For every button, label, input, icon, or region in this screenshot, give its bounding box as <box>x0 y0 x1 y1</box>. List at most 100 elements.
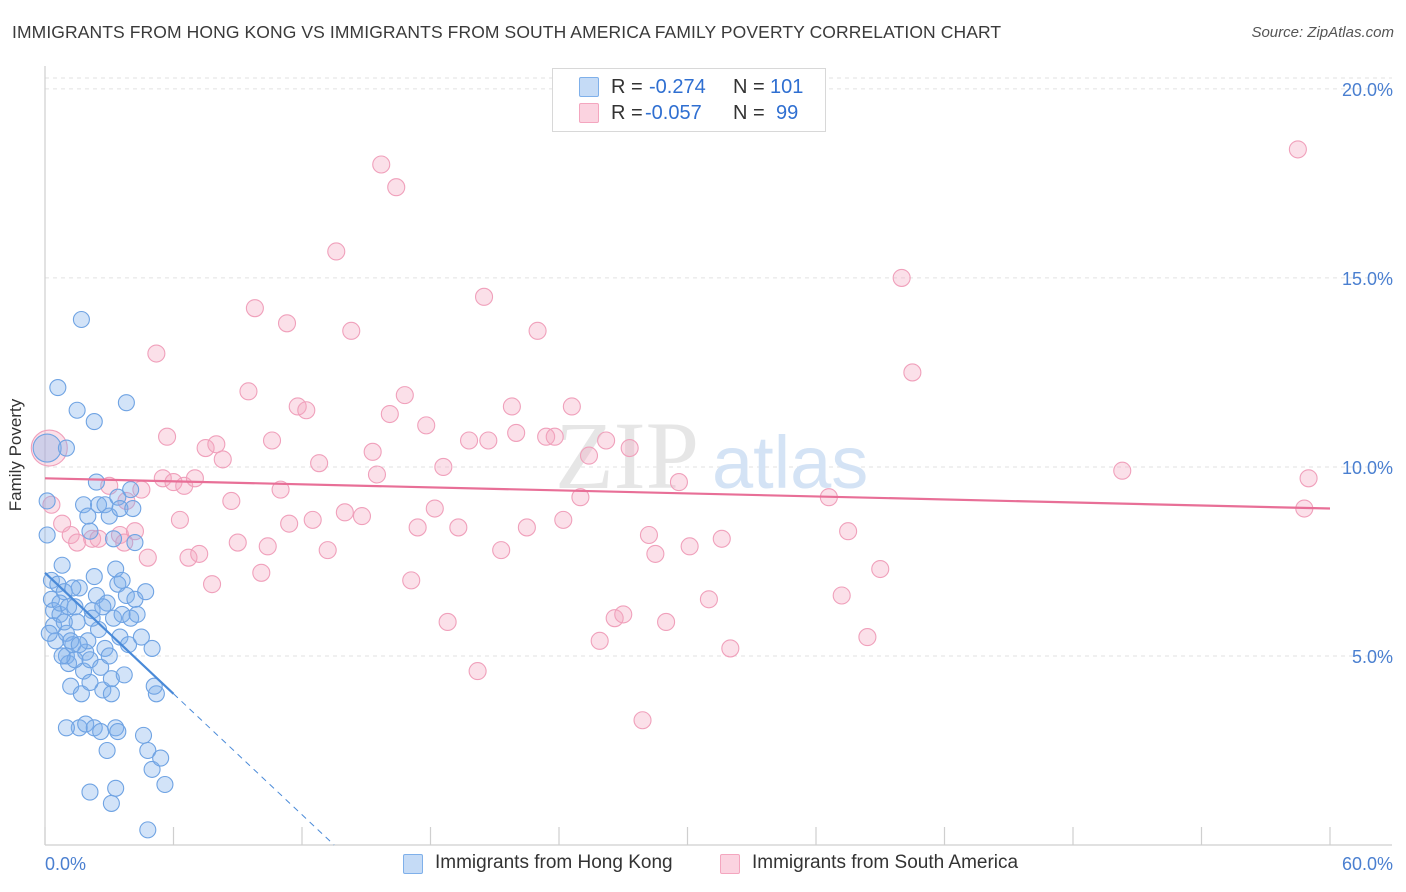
legend-r-value: -0.274 <box>649 76 706 98</box>
data-point-south-america <box>1288 140 1307 159</box>
legend-r-label: R = <box>611 102 643 124</box>
data-point-hong-kong <box>94 681 112 699</box>
data-point-south-america <box>712 529 731 548</box>
data-point-hong-kong <box>94 598 112 616</box>
data-point-south-america <box>222 491 241 511</box>
data-point-south-america <box>335 503 354 522</box>
chart-title: IMMIGRANTS FROM HONG KONG VS IMMIGRANTS … <box>12 22 1002 42</box>
data-point-hong-kong <box>89 496 108 514</box>
data-point-south-america <box>562 397 581 416</box>
data-point-south-america <box>310 454 329 473</box>
data-point-south-america <box>502 397 521 416</box>
data-point-hong-kong <box>117 394 135 412</box>
data-point-south-america <box>657 612 676 632</box>
data-point-south-america <box>252 563 271 582</box>
data-point-hong-kong <box>72 685 90 703</box>
data-point-south-america <box>271 480 290 499</box>
data-point-hong-kong <box>81 673 99 691</box>
data-point-south-america <box>190 544 209 563</box>
data-point-hong-kong <box>107 779 125 797</box>
data-point-hong-kong <box>111 499 129 518</box>
data-point-hong-kong <box>60 598 78 616</box>
data-point-south-america <box>147 344 166 363</box>
data-point-south-america <box>545 427 564 446</box>
data-point-south-america <box>699 590 718 609</box>
data-point-south-america <box>213 450 232 469</box>
data-point-hong-kong <box>113 605 131 623</box>
data-point-south-america <box>605 609 624 628</box>
data-point-south-america <box>288 397 307 416</box>
data-point-south-america <box>185 469 204 488</box>
data-point-south-america <box>280 514 299 533</box>
data-point-hong-kong <box>137 583 155 601</box>
data-point-south-america <box>597 431 616 450</box>
data-point-hong-kong <box>109 723 127 741</box>
data-point-south-america <box>479 431 498 450</box>
legend-swatch-south-america <box>579 103 599 123</box>
data-point-south-america <box>395 386 414 405</box>
data-point-south-america <box>138 548 157 567</box>
legend-n-value: 101 <box>770 76 804 98</box>
data-point-hong-kong <box>115 666 133 684</box>
data-point-south-america <box>342 321 361 340</box>
legend-n-value: 99 <box>776 102 799 124</box>
data-point-south-america <box>620 438 639 458</box>
data-point-south-america <box>1299 469 1318 488</box>
data-point-hong-kong <box>102 685 120 703</box>
data-point-hong-kong <box>98 741 116 760</box>
data-point-hong-kong <box>79 632 97 650</box>
legend-swatch-hong-kong <box>579 77 599 97</box>
data-point-hong-kong <box>152 749 170 767</box>
data-point-south-america <box>492 541 511 560</box>
data-point-hong-kong <box>87 473 105 491</box>
data-point-hong-kong <box>92 723 110 741</box>
x-tick-label: 0.0% <box>45 854 86 874</box>
axes <box>44 66 1392 846</box>
data-point-hong-kong <box>100 647 118 665</box>
trend-line-hong-kong-extension <box>173 693 335 846</box>
bottom-legend-label-hong-kong: Immigrants from Hong Kong <box>435 852 673 873</box>
correlation-legend: R = -0.274 N = 101 R = -0.057 N = 99 <box>552 68 826 132</box>
data-point-hong-kong <box>68 401 86 419</box>
data-point-south-america <box>579 446 599 465</box>
bottom-legend-swatch-hong-kong <box>403 854 423 874</box>
data-point-south-america <box>590 631 609 650</box>
data-point-hong-kong <box>156 775 174 794</box>
data-point-hong-kong <box>81 522 99 540</box>
data-point-south-america <box>474 287 494 306</box>
data-point-hong-kong <box>113 571 131 589</box>
y-tick-label: 15.0% <box>1342 269 1393 289</box>
data-point-south-america <box>408 518 427 537</box>
data-point-hong-kong <box>51 594 69 612</box>
data-point-hong-kong <box>126 534 144 552</box>
data-point-hong-kong <box>104 609 123 627</box>
data-point-south-america <box>721 639 740 658</box>
data-point-south-america <box>858 628 877 647</box>
data-point-south-america <box>892 268 911 287</box>
data-point-south-america <box>179 548 198 567</box>
data-point-south-america <box>871 559 890 579</box>
data-point-south-america <box>1113 461 1132 480</box>
y-axis-title: Family Poverty <box>6 398 25 512</box>
data-point-south-america <box>438 612 457 632</box>
data-point-south-america <box>449 518 468 537</box>
data-point-hong-kong <box>85 568 103 586</box>
data-point-hong-kong <box>124 499 142 518</box>
data-point-south-america <box>327 242 346 261</box>
data-point-hong-kong <box>92 658 110 676</box>
data-point-hong-kong <box>72 310 90 329</box>
trend-line-hong-kong <box>44 572 175 695</box>
y-tick-label: 5.0% <box>1352 647 1393 667</box>
data-point-hong-kong <box>70 636 88 654</box>
data-point-hong-kong <box>104 530 123 548</box>
data-point-south-america <box>372 155 391 174</box>
data-point-south-america <box>170 510 189 529</box>
data-point-south-america <box>61 525 80 545</box>
data-point-south-america <box>262 431 282 450</box>
data-point-south-america <box>571 488 590 507</box>
data-point-south-america <box>228 533 247 552</box>
data-point-hong-kong <box>57 439 75 457</box>
data-point-hong-kong <box>132 628 150 646</box>
data-point-hong-kong <box>49 379 67 397</box>
